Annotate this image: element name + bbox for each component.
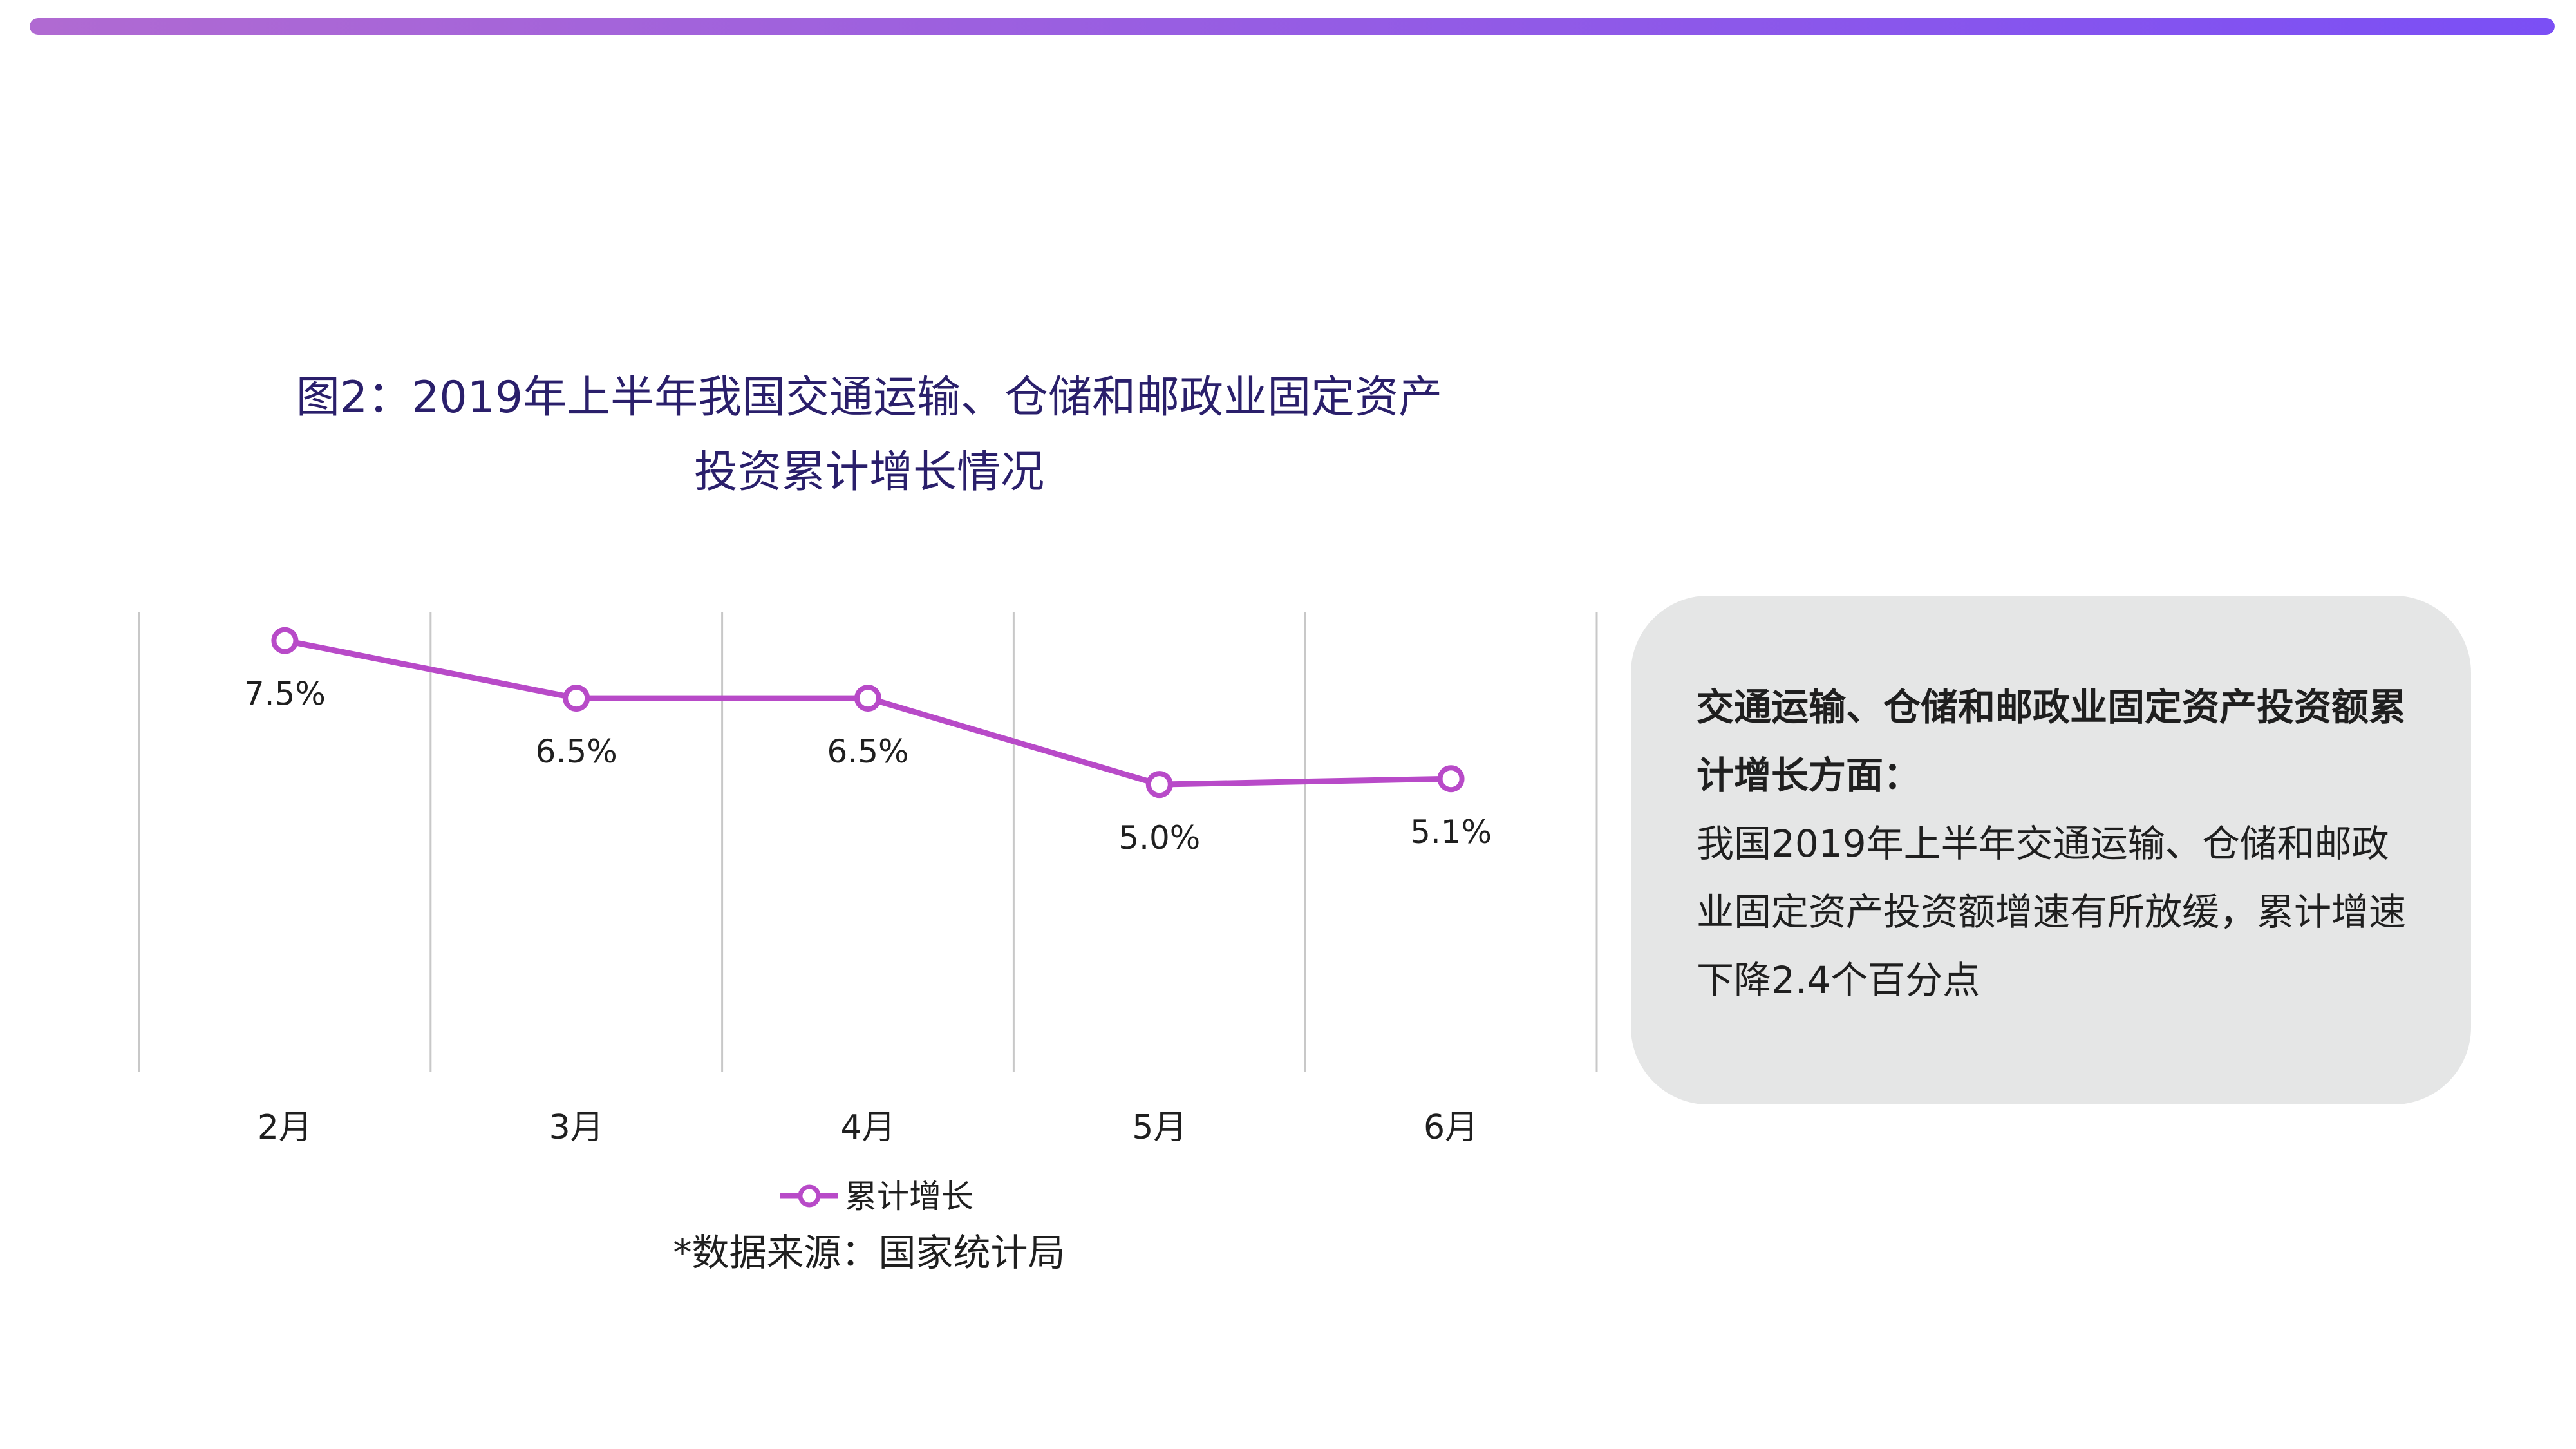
chart-data-labels: 7.5% 6.5% 6.5% 5.0% 5.1% (244, 676, 1492, 857)
data-source-note: *数据来源：国家统计局 (673, 1231, 1066, 1274)
info-card: 交通运输、仓储和邮政业固定资产投资额累计增长方面： 我国2019年上半年交通运输… (1631, 596, 2471, 1104)
info-card-heading: 交通运输、仓储和邮政业固定资产投资额累计增长方面： (1697, 685, 2407, 797)
data-label-6月: 5.1% (1410, 813, 1492, 851)
chart-x-axis: 2月 3月 4月 5月 6月 (258, 1108, 1478, 1147)
x-tick-label-2: 4月 (840, 1108, 895, 1147)
data-point-4月 (854, 685, 881, 712)
x-tick-label-3: 5月 (1132, 1108, 1187, 1147)
data-label-2月: 7.5% (244, 676, 326, 713)
data-label-3月: 6.5% (536, 733, 617, 770)
chart-grid (138, 612, 1598, 1072)
data-point-6月 (1437, 765, 1465, 793)
chart-series (271, 627, 1465, 799)
legend-label: 累计增长 (845, 1178, 973, 1215)
line-chart: 7.5% 6.5% 6.5% 5.0% 5.1% 2月 3月 4月 5月 6月 累计增长 (138, 612, 1598, 1215)
chart-title-line1: 图2：2019年上半年我国交通运输、仓储和邮政业固定资产 (296, 372, 1443, 423)
x-tick-label-0: 2月 (258, 1108, 312, 1147)
x-tick-label-4: 6月 (1424, 1108, 1478, 1147)
data-point-3月 (563, 685, 590, 712)
info-card-body: 我国2019年上半年交通运输、仓储和邮政业固定资产投资额增速有所放缓，累计增速下… (1697, 822, 2407, 1002)
legend-marker (798, 1184, 821, 1208)
data-point-2月 (271, 627, 299, 654)
chart-title-line2: 投资累计增长情况 (693, 447, 1044, 498)
header-accent-bar (30, 18, 2555, 35)
data-label-5月: 5.0% (1118, 819, 1200, 857)
x-tick-label-1: 3月 (549, 1108, 604, 1147)
chart-title: 图2：2019年上半年我国交通运输、仓储和邮政业固定资产 投资累计增长情况 (129, 361, 1610, 510)
chart-legend: 累计增长 (780, 1178, 973, 1215)
data-point-5月 (1145, 771, 1173, 799)
data-label-4月: 6.5% (827, 733, 908, 770)
